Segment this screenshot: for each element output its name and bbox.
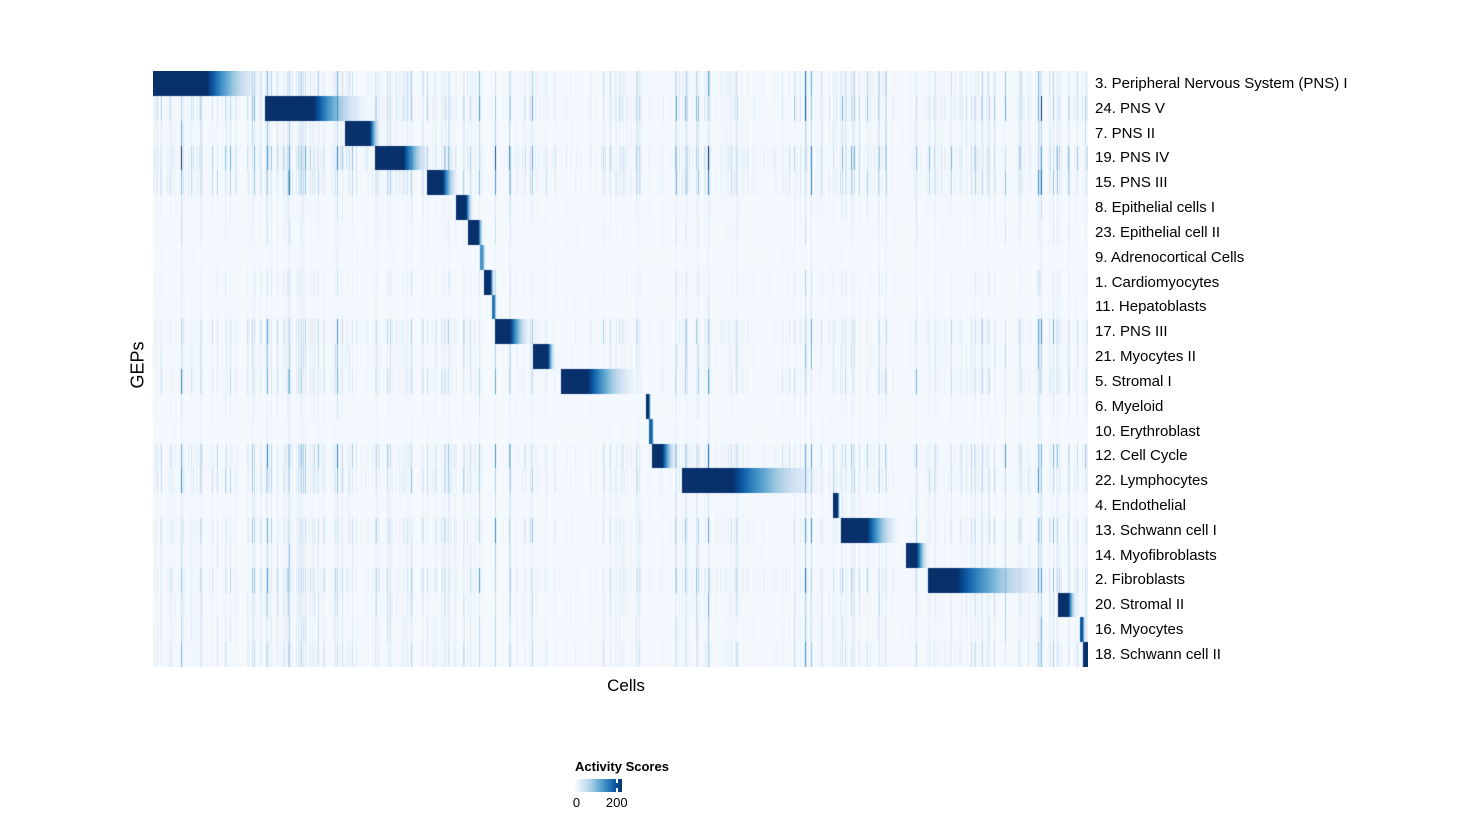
row-label: 2. Fibroblasts <box>1095 571 1186 589</box>
row-label: 18. Schwann cell II <box>1095 645 1221 663</box>
heatmap-canvas <box>153 71 1088 667</box>
row-label: 10. Erythroblast <box>1095 422 1201 440</box>
row-label: 24. PNS V <box>1095 99 1166 117</box>
x-axis-title: Cells <box>607 676 645 695</box>
legend-min-label: 0 <box>572 795 581 810</box>
row-label: 16. Myocytes <box>1095 621 1184 639</box>
row-label: 19. PNS IV <box>1095 149 1170 167</box>
row-label: 7. PNS II <box>1095 124 1156 142</box>
row-label: 14. Myofibroblasts <box>1095 546 1217 564</box>
row-label: 13. Schwann cell I <box>1095 521 1217 539</box>
legend-title: Activity Scores <box>575 759 669 774</box>
row-label: 4. Endothelial <box>1095 496 1186 514</box>
row-label: 23. Epithelial cell II <box>1095 223 1221 241</box>
y-axis-title: GEPs <box>127 341 148 389</box>
row-label: 12. Cell Cycle <box>1095 447 1188 465</box>
row-label: 11. Hepatoblasts <box>1095 298 1207 316</box>
row-label: 22. Lymphocytes <box>1095 472 1208 490</box>
row-label: 3. Peripheral Nervous System (PNS) I <box>1095 74 1348 92</box>
row-labels: 3. Peripheral Nervous System (PNS) I 24. … <box>1095 71 1450 667</box>
legend-tick-labels: 0 200 <box>572 795 628 811</box>
row-label: 6. Myeloid <box>1095 397 1164 415</box>
row-label: 9. Adrenocortical Cells <box>1095 248 1245 266</box>
row-label: 20. Stromal II <box>1095 596 1185 614</box>
row-label: 15. PNS III <box>1095 174 1168 192</box>
legend-colorbar <box>575 779 622 792</box>
row-label: 5. Stromal I <box>1095 372 1172 390</box>
row-label: 21. Myocytes II <box>1095 348 1196 366</box>
row-label: 1. Cardiomyocytes <box>1095 273 1220 291</box>
row-label: 17. PNS III <box>1095 323 1168 341</box>
legend-tick-200 <box>615 779 618 792</box>
legend-max-label: 200 <box>605 795 628 810</box>
legend: Activity Scores 0 200 <box>572 759 669 811</box>
row-label: 8. Epithelial cells I <box>1095 199 1216 217</box>
